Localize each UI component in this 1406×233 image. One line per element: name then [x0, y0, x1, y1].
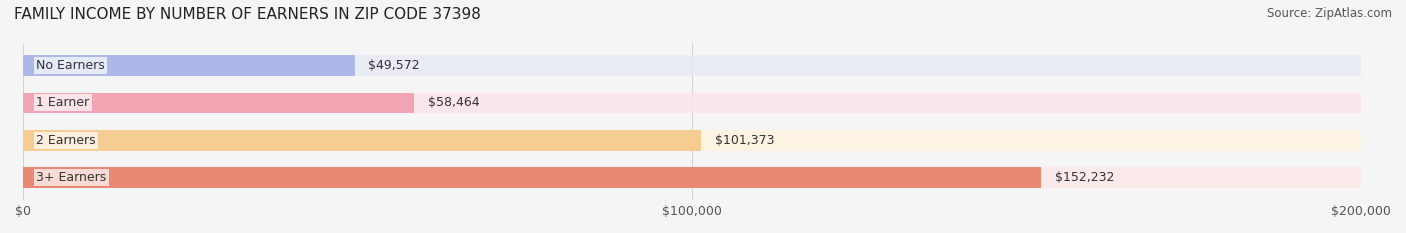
Text: No Earners: No Earners [37, 59, 105, 72]
Bar [22, 93, 415, 113]
Text: 1 Earner: 1 Earner [37, 96, 90, 109]
Text: 2 Earners: 2 Earners [37, 134, 96, 147]
Bar [22, 55, 354, 76]
Text: $152,232: $152,232 [1054, 171, 1114, 184]
Bar [22, 130, 1361, 151]
Text: $49,572: $49,572 [368, 59, 419, 72]
Bar [22, 130, 702, 151]
Bar [22, 167, 1361, 188]
Text: Source: ZipAtlas.com: Source: ZipAtlas.com [1267, 7, 1392, 20]
Text: 3+ Earners: 3+ Earners [37, 171, 107, 184]
Text: $101,373: $101,373 [714, 134, 775, 147]
Bar [22, 167, 1042, 188]
Text: FAMILY INCOME BY NUMBER OF EARNERS IN ZIP CODE 37398: FAMILY INCOME BY NUMBER OF EARNERS IN ZI… [14, 7, 481, 22]
Text: $58,464: $58,464 [427, 96, 479, 109]
Bar [22, 55, 1361, 76]
Bar [22, 93, 1361, 113]
